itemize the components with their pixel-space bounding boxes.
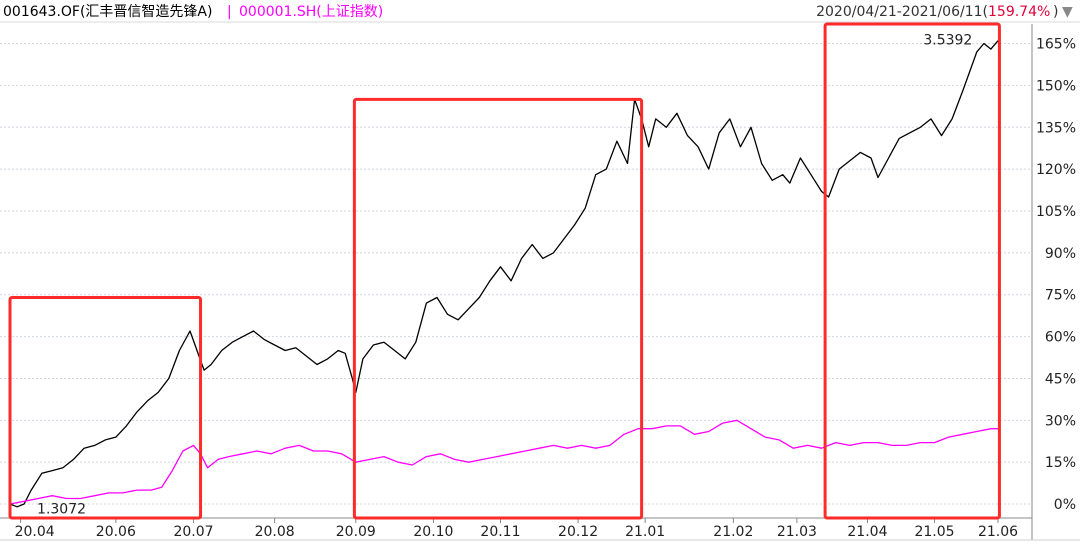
x-tick-label: 21.06 (978, 524, 1018, 540)
y-tick-label: 0% (1054, 497, 1076, 513)
date-range-label[interactable]: 2020/04/21-2021/06/11( (816, 4, 988, 20)
y-tick-label: 120% (1036, 162, 1076, 178)
y-tick-label: 105% (1036, 204, 1076, 220)
y-tick-label: 90% (1045, 246, 1076, 262)
y-tick-label: 75% (1045, 288, 1076, 304)
x-tick-label: 20.04 (15, 524, 55, 540)
y-tick-label: 15% (1045, 455, 1076, 471)
highlight-box (823, 22, 1001, 520)
y-tick-label: 150% (1036, 78, 1076, 94)
x-tick-label: 21.03 (777, 524, 817, 540)
chevron-down-icon[interactable]: ▼ (1062, 4, 1073, 20)
index-title[interactable]: 000001.SH(上证指数) (239, 4, 383, 20)
highlight-box (8, 296, 203, 520)
x-tick-label: 20.10 (413, 524, 453, 540)
range-close-paren: ) (1053, 4, 1058, 20)
x-tick-label: 20.09 (336, 524, 376, 540)
y-tick-label: 60% (1045, 330, 1076, 346)
title-separator: | (227, 4, 232, 20)
fund-title[interactable]: 001643.OF(汇丰晋信智造先锋A) (3, 4, 212, 20)
y-tick-label: 30% (1045, 413, 1076, 429)
x-tick-label: 21.04 (847, 524, 887, 540)
x-tick-label: 21.02 (713, 524, 753, 540)
x-tick-label: 21.01 (625, 524, 665, 540)
x-tick-label: 20.07 (173, 524, 213, 540)
end-value-label: 3.5392 (923, 33, 972, 49)
y-tick-label: 165% (1036, 37, 1076, 53)
index-series-line (9, 419, 998, 505)
y-tick-label: 135% (1036, 120, 1076, 136)
fund-series-line (9, 40, 999, 508)
x-tick-label: 21.05 (914, 524, 954, 540)
range-return-value: 159.74% (988, 4, 1050, 20)
x-tick-label: 20.08 (255, 524, 295, 540)
highlight-box (352, 97, 644, 520)
start-value-label: 1.3072 (37, 502, 86, 518)
y-tick-label: 45% (1045, 371, 1076, 387)
x-tick-label: 20.12 (558, 524, 598, 540)
x-tick-label: 20.11 (480, 524, 520, 540)
x-tick-label: 20.06 (96, 524, 136, 540)
